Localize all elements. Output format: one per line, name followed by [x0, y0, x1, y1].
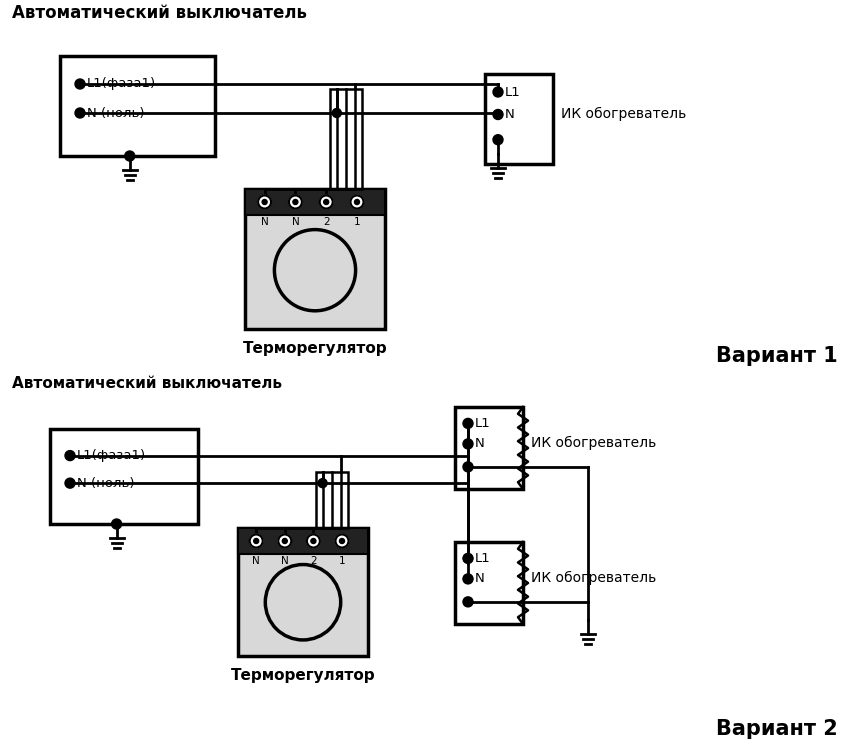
Circle shape	[324, 199, 329, 205]
Circle shape	[307, 534, 320, 548]
Text: L1: L1	[475, 552, 490, 565]
Bar	[455, 542, 523, 624]
Circle shape	[339, 539, 344, 544]
Bar	[330, 89, 362, 189]
Text: 1: 1	[354, 217, 360, 227]
Text: Терморегулятор: Терморегулятор	[230, 668, 376, 683]
Circle shape	[253, 539, 258, 544]
Text: N: N	[280, 556, 289, 566]
Text: Вариант 2: Вариант 2	[717, 719, 838, 739]
Text: Терморегулятор: Терморегулятор	[243, 341, 388, 356]
Text: Автоматический выключатель: Автоматический выключатель	[12, 4, 307, 22]
Circle shape	[336, 534, 348, 548]
Circle shape	[282, 539, 287, 544]
Circle shape	[262, 199, 267, 205]
Text: N: N	[505, 108, 515, 121]
Circle shape	[332, 109, 342, 118]
Circle shape	[463, 462, 473, 472]
Text: ИК обогреватель: ИК обогреватель	[561, 107, 686, 121]
Circle shape	[65, 478, 75, 488]
Circle shape	[354, 199, 360, 205]
Text: N (ноль): N (ноль)	[77, 477, 134, 490]
Circle shape	[320, 196, 332, 208]
Circle shape	[463, 418, 473, 429]
Circle shape	[311, 539, 316, 544]
Bar	[238, 528, 368, 656]
Text: L1: L1	[505, 86, 521, 98]
Text: N: N	[475, 572, 484, 586]
Circle shape	[493, 109, 503, 120]
Circle shape	[463, 439, 473, 449]
Circle shape	[463, 554, 473, 563]
Bar	[485, 74, 553, 164]
Circle shape	[318, 478, 327, 487]
Circle shape	[293, 199, 298, 205]
Circle shape	[111, 519, 122, 529]
Circle shape	[493, 135, 503, 144]
Text: Вариант 1: Вариант 1	[717, 346, 838, 366]
Circle shape	[493, 87, 503, 97]
Circle shape	[65, 451, 75, 461]
Circle shape	[75, 79, 85, 89]
Circle shape	[250, 534, 263, 548]
Text: N: N	[261, 217, 269, 227]
Text: 1: 1	[338, 556, 345, 566]
Bar	[245, 189, 385, 329]
Text: 2: 2	[323, 217, 330, 227]
Circle shape	[463, 574, 473, 583]
Circle shape	[463, 597, 473, 607]
Text: ИК обогреватель: ИК обогреватель	[531, 571, 656, 585]
Text: N: N	[252, 556, 260, 566]
Circle shape	[463, 554, 473, 563]
Circle shape	[289, 196, 302, 208]
Bar	[60, 56, 215, 156]
Bar	[315, 472, 348, 528]
Text: Автоматический выключатель: Автоматический выключатель	[12, 376, 282, 391]
Text: 2: 2	[310, 556, 317, 566]
Text: L1: L1	[475, 417, 490, 430]
Text: N: N	[292, 217, 299, 227]
Text: L1(фаза1): L1(фаза1)	[87, 77, 156, 91]
Circle shape	[350, 196, 364, 208]
Bar	[238, 528, 368, 554]
Text: N (ноль): N (ноль)	[87, 106, 144, 120]
Text: N: N	[475, 437, 484, 450]
Text: L1(фаза1): L1(фаза1)	[77, 449, 146, 462]
Circle shape	[278, 534, 292, 548]
Bar	[50, 429, 198, 524]
Circle shape	[258, 196, 271, 208]
Circle shape	[125, 151, 135, 161]
Text: ИК обогреватель: ИК обогреватель	[531, 436, 656, 450]
Bar	[455, 407, 523, 489]
Bar	[245, 189, 385, 215]
Circle shape	[75, 108, 85, 118]
Circle shape	[463, 574, 473, 584]
